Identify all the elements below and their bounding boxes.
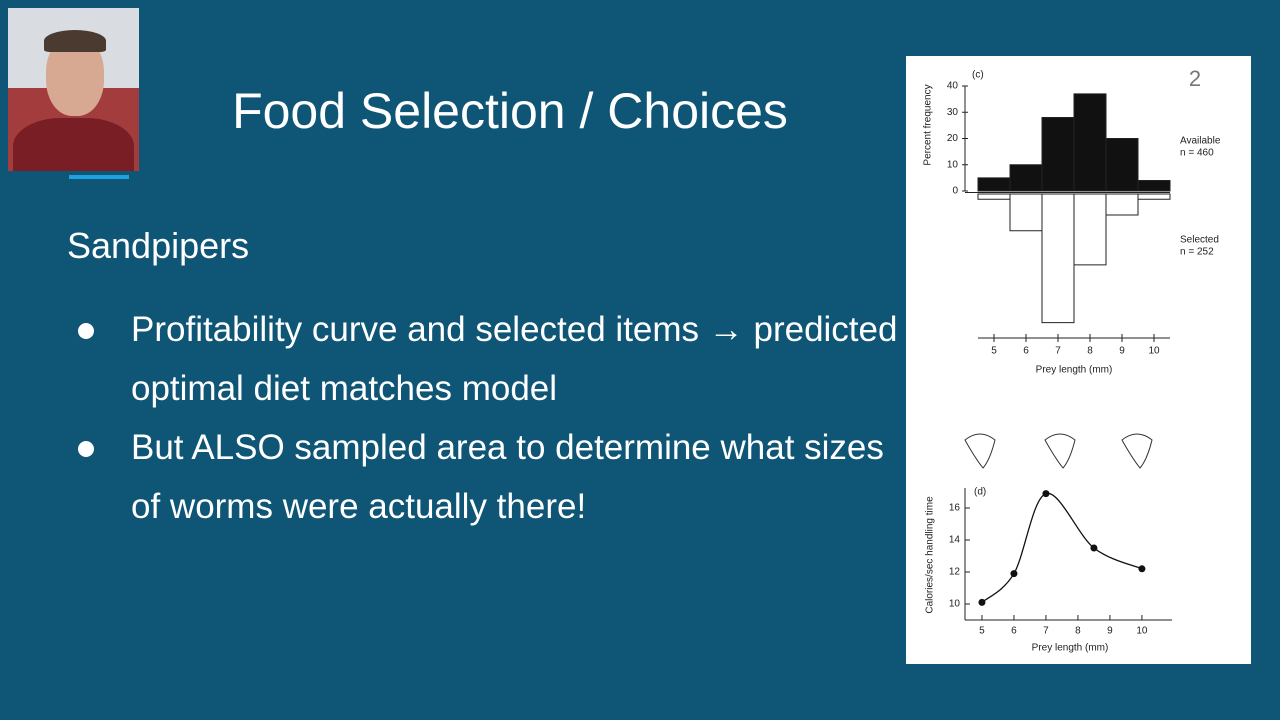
y-axis-label: Percent frequency (923, 84, 934, 165)
bullet-list: Profitability curve and selected items →… (75, 300, 905, 536)
x-axis-label: Prey length (mm) (1032, 643, 1109, 654)
y-tick-label: 16 (949, 503, 961, 514)
legend-label: Selected (1180, 235, 1219, 246)
x-tick-label: 9 (1119, 346, 1125, 357)
legend-note: n = 460 (1180, 148, 1214, 159)
x-tick-label: 7 (1043, 626, 1049, 637)
x-tick-label: 6 (1011, 626, 1017, 637)
webcam-bar (69, 175, 129, 179)
y-tick-label: 40 (947, 81, 959, 92)
bar (1073, 93, 1107, 192)
bar (1041, 193, 1075, 324)
y-tick-label: 20 (947, 133, 959, 144)
panel-label: (c) (972, 70, 984, 81)
x-tick-label: 6 (1023, 346, 1029, 357)
bar (1009, 193, 1043, 232)
bar (1105, 138, 1139, 192)
bullet: But ALSO sampled area to determine what … (75, 418, 905, 536)
x-axis-label: Prey length (mm) (1036, 365, 1113, 376)
y-tick-label: 10 (947, 159, 959, 170)
y-tick-label: 10 (949, 599, 961, 610)
bar (1137, 193, 1171, 200)
x-tick-label: 5 (991, 346, 997, 357)
y-tick-label: 12 (949, 567, 961, 578)
legend-label: Available (1180, 136, 1221, 147)
bar (1041, 117, 1075, 192)
webcam-body (13, 118, 134, 171)
x-tick-label: 8 (1075, 626, 1081, 637)
point (1042, 490, 1050, 498)
bar (977, 193, 1011, 200)
point (1010, 570, 1018, 578)
y-tick-label: 0 (952, 186, 958, 197)
slide-title: Food Selection / Choices (232, 83, 788, 139)
x-tick-label: 9 (1107, 626, 1113, 637)
panel-label: (d) (974, 487, 986, 498)
x-tick-label: 7 (1055, 346, 1061, 357)
x-tick-label: 8 (1087, 346, 1093, 357)
point (1090, 544, 1098, 552)
webcam (8, 8, 139, 171)
worm-sketches (964, 433, 1153, 469)
x-tick-label: 10 (1148, 346, 1160, 357)
point (1138, 565, 1146, 573)
y-tick-label: 30 (947, 107, 959, 118)
figure-number: 2 (1189, 66, 1201, 91)
x-tick-label: 5 (979, 626, 985, 637)
webcam-hair (44, 30, 106, 52)
x-tick-label: 10 (1136, 626, 1148, 637)
bar (1073, 193, 1107, 266)
y-axis-label: Calories/sec handling time (925, 496, 936, 614)
legend-note: n = 252 (1180, 247, 1214, 258)
bar (1137, 180, 1171, 192)
point (978, 598, 986, 606)
bar (1105, 193, 1139, 216)
slide-subtitle: Sandpipers (67, 225, 250, 266)
bullet: Profitability curve and selected items →… (75, 300, 905, 418)
bar (977, 177, 1011, 192)
bar (1009, 164, 1043, 192)
y-tick-label: 14 (949, 535, 961, 546)
